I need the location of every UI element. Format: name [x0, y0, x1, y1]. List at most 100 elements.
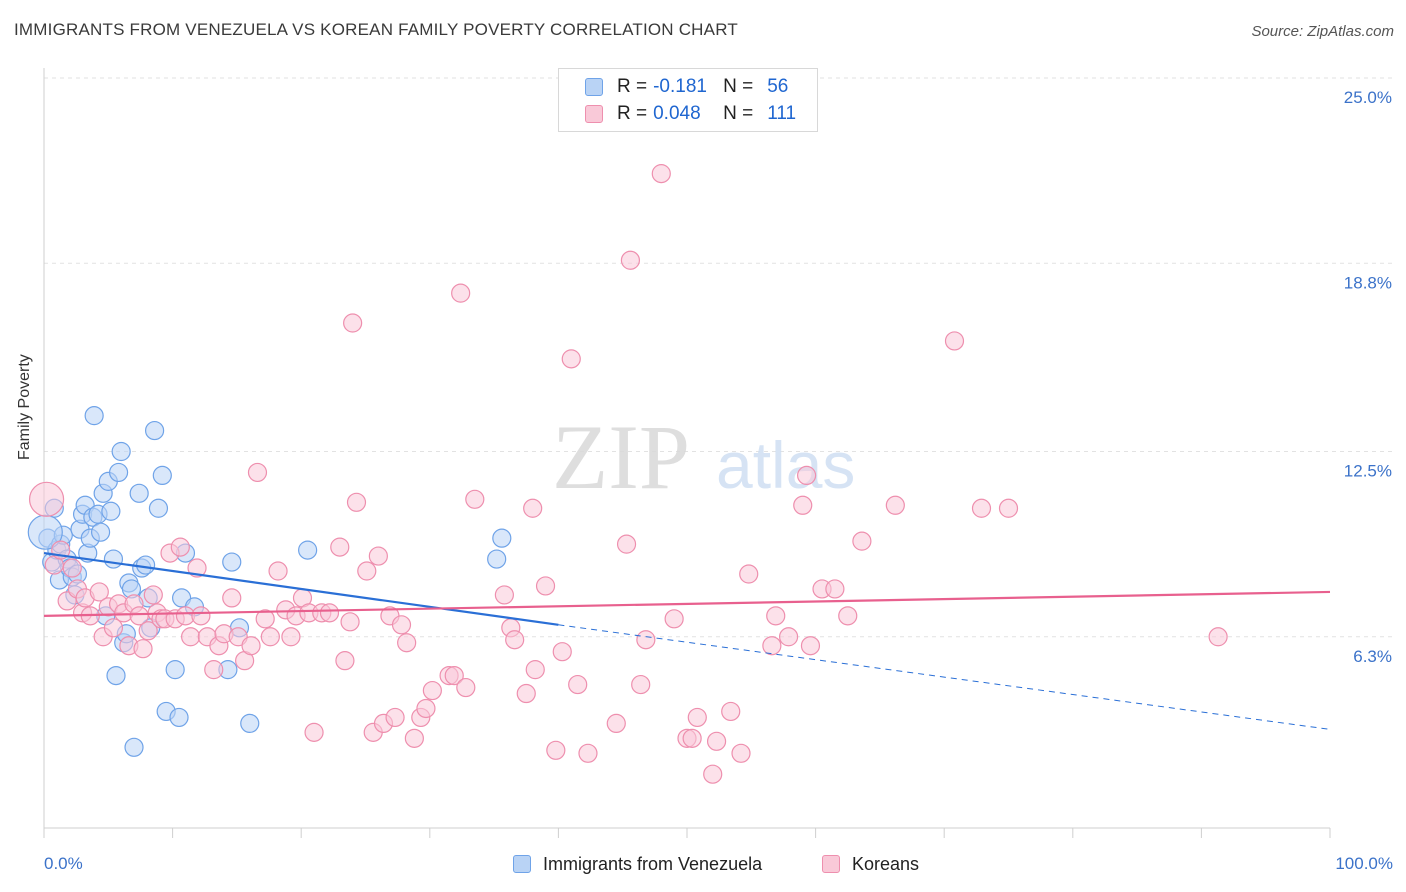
korean-point: [62, 558, 82, 578]
venezuela-point: [135, 555, 156, 575]
venezuela-point: [84, 406, 104, 426]
korean-point: [687, 707, 707, 728]
grid: [44, 77, 1392, 638]
korean-point: [444, 665, 464, 686]
korean-point: [762, 636, 782, 656]
korean-point: [368, 546, 388, 566]
korean-point: [885, 495, 905, 515]
bottom-legend-label-venezuela: Immigrants from Venezuela: [543, 853, 763, 874]
korean-point: [451, 283, 471, 303]
legend-n-label: N =: [723, 103, 754, 124]
watermark-atlas: atlas: [716, 428, 855, 502]
venezuela-point: [148, 498, 169, 518]
venezuela-point: [129, 483, 149, 503]
korean-point: [998, 498, 1019, 518]
korean-point: [260, 627, 280, 647]
korean-point: [664, 609, 684, 629]
korean-point: [944, 331, 965, 351]
venezuela-point: [240, 713, 260, 734]
korean-point: [28, 481, 65, 517]
korean-point: [800, 636, 821, 656]
korean-point: [346, 492, 367, 512]
venezuela-point: [144, 420, 165, 441]
chart-title: IMMIGRANTS FROM VENEZUELA VS KOREAN FAMI…: [14, 20, 738, 39]
korean-point: [505, 630, 525, 650]
korean-point: [766, 606, 786, 626]
bottom-legend-venezuela[interactable]: Immigrants from Venezuela: [513, 852, 762, 876]
venezuela-point: [103, 549, 124, 569]
bottom-legend-swatch-venezuela: [513, 855, 531, 873]
korean-point: [304, 722, 324, 742]
legend-swatch-venezuela: [585, 78, 603, 96]
korean-point: [568, 674, 588, 695]
korean-point: [682, 728, 702, 748]
korean-point: [416, 698, 436, 719]
korean-point: [241, 636, 261, 656]
korean-point: [204, 660, 224, 680]
axes: [43, 68, 1331, 838]
korean-point: [340, 612, 360, 632]
venezuela-point: [111, 441, 131, 462]
legend-r-label: R =: [617, 76, 648, 97]
y-tick-label: 25.0%: [1344, 88, 1392, 107]
x-tick-label: 100.0%: [1335, 854, 1393, 873]
legend-row-koreans: R = 0.048 N = 111: [585, 101, 796, 127]
korean-point: [422, 680, 442, 701]
trend-lines: [43, 552, 1331, 730]
korean-point: [103, 618, 124, 638]
y-axis-label: Family Poverty: [16, 354, 33, 460]
korean-point: [330, 537, 350, 557]
korean-point: [357, 561, 377, 581]
korean-point: [1208, 627, 1228, 647]
korean-point: [793, 495, 813, 515]
korean-point: [456, 677, 476, 698]
korean-point: [852, 531, 872, 551]
korean-point: [838, 606, 858, 626]
venezuela-point: [90, 522, 111, 542]
legend-r-label: R =: [617, 103, 648, 124]
venezuela-point: [152, 465, 172, 486]
venezuela-point: [487, 549, 507, 569]
korean-point: [731, 743, 751, 763]
korean-point: [561, 349, 581, 369]
watermark-zip: ZIP: [552, 406, 690, 508]
legend-n-value: 111: [767, 103, 797, 124]
legend-row-venezuela: R = -0.181 N = 56: [585, 74, 788, 100]
bottom-legend-koreans[interactable]: Koreans: [822, 852, 919, 876]
legend-n-label: N =: [723, 76, 754, 97]
korean-point: [636, 630, 656, 650]
legend-swatch-koreans: [585, 105, 603, 123]
korean-point: [191, 606, 211, 626]
korean-point: [319, 603, 340, 623]
y-tick-label: 6.3%: [1353, 647, 1392, 666]
korean-point: [651, 164, 671, 184]
korean-point: [825, 579, 845, 599]
korean-point: [739, 564, 759, 584]
venezuela-trend-extension: [558, 624, 1331, 730]
korean-point: [631, 674, 651, 695]
korean-point: [578, 743, 598, 763]
korean-point: [335, 651, 355, 671]
korean-point: [494, 585, 514, 605]
legend-n-value: 56: [767, 76, 789, 97]
tick-labels: 6.3% 12.5% 18.8% 25.0% 0.0% 100.0%: [44, 88, 1393, 873]
venezuela-point: [106, 665, 126, 686]
venezuela-point: [298, 540, 318, 560]
korean-point: [181, 627, 201, 647]
korean-point: [255, 609, 275, 629]
korean-point: [796, 465, 817, 486]
korean-point: [703, 764, 723, 784]
korean-point: [778, 627, 799, 647]
korean-point: [706, 731, 727, 751]
korean-point: [143, 585, 163, 605]
correlation-legend: R = -0.181 N = 56 R = 0.048 N = 111: [558, 68, 818, 132]
korean-point: [546, 740, 566, 760]
korean-point: [620, 250, 641, 270]
korean-point: [552, 642, 572, 662]
korean-point: [268, 561, 288, 581]
venezuela-point: [124, 737, 144, 757]
y-tick-label: 12.5%: [1344, 462, 1392, 481]
korean-point: [170, 537, 190, 557]
venezuela-point: [108, 462, 129, 483]
chart-source: Source: ZipAtlas.com: [1251, 23, 1394, 40]
